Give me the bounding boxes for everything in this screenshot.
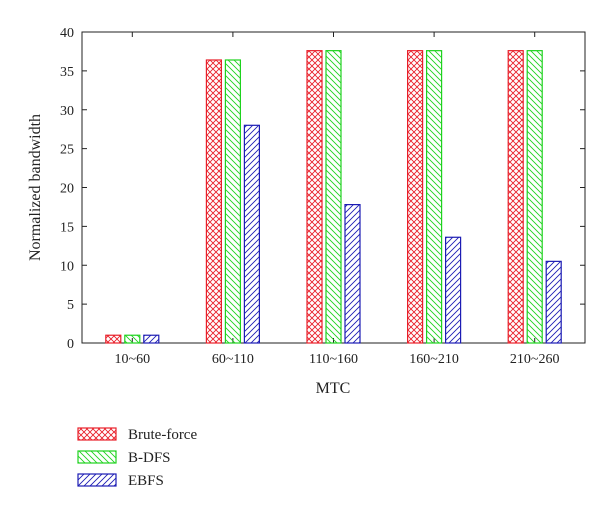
y-tick-label: 15 (60, 220, 74, 235)
legend-swatch (77, 473, 117, 487)
x-axis-title: MTC (316, 380, 351, 397)
bar-ebfs-3 (445, 236, 462, 344)
x-tick-label: 10~60 (115, 352, 151, 367)
bar-brute-force-3 (407, 50, 424, 344)
x-tick-label: 60~110 (212, 352, 254, 367)
y-tick-label: 35 (60, 65, 74, 80)
y-axis: 0 5 10 15 20 25 30 35 40 (60, 26, 585, 352)
y-tick-label: 10 (60, 259, 74, 274)
legend-swatch (77, 427, 117, 441)
bar-b-dfs-1 (224, 59, 241, 344)
bar-ebfs-1 (243, 124, 260, 344)
y-tick-label: 0 (67, 337, 74, 352)
bar-ebfs-2 (344, 204, 361, 344)
bar-ebfs-0 (143, 334, 160, 344)
bars (105, 50, 562, 344)
bar-b-dfs-3 (426, 50, 443, 344)
y-tick-label: 25 (60, 143, 74, 158)
bar-brute-force-4 (507, 50, 524, 344)
y-tick-label: 40 (60, 26, 74, 41)
bar-b-dfs-4 (526, 50, 543, 344)
x-tick-label: 210~260 (510, 352, 560, 367)
bar-brute-force-2 (306, 50, 323, 344)
legend-swatch (77, 450, 117, 464)
legend-label: B-DFS (128, 450, 171, 466)
bar-b-dfs-2 (325, 50, 342, 344)
x-tick-label: 160~210 (409, 352, 459, 367)
y-tick-label: 5 (67, 298, 74, 313)
bar-ebfs-4 (545, 260, 562, 344)
y-axis-title: Normalized bandwidth (27, 114, 44, 261)
y-tick-label: 30 (60, 104, 74, 119)
x-tick-label: 110~160 (309, 352, 358, 367)
y-tick-label: 20 (60, 182, 74, 197)
bar-brute-force-1 (205, 59, 222, 344)
legend-label: Brute-force (128, 427, 197, 443)
bar-b-dfs-0 (124, 334, 141, 344)
legend-label: EBFS (128, 473, 164, 489)
legend: Brute-force B-DFS EBFS (77, 427, 197, 489)
bar-brute-force-0 (105, 334, 122, 344)
x-axis: 10~60 60~110 110~160 160~210 210~260 (115, 32, 560, 367)
